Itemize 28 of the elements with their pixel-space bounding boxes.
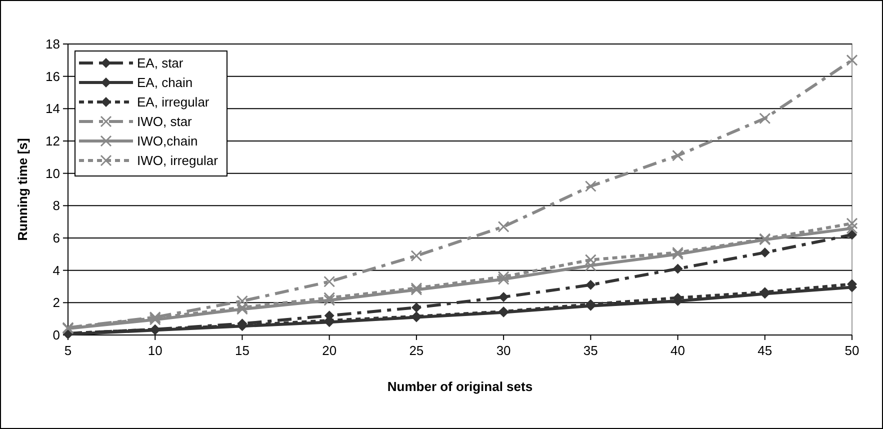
x-tick-label: 15 — [234, 343, 250, 358]
y-tick-label: 0 — [52, 328, 60, 343]
y-tick-label: 16 — [46, 68, 60, 84]
legend-label: EA, irregular — [137, 94, 210, 110]
y-tick-label: 10 — [46, 166, 60, 181]
legend-label: IWO, irregular — [137, 153, 219, 168]
y-tick-label: 14 — [46, 101, 60, 116]
x-axis-title: Number of original sets — [387, 379, 533, 394]
x-tick-label: 20 — [322, 343, 337, 358]
legend-label: EA, star — [137, 56, 184, 71]
x-tick-label: 35 — [583, 343, 598, 358]
y-tick-label: 2 — [52, 295, 60, 310]
x-tick-label: 5 — [64, 343, 72, 358]
legend-label: IWO,chain — [137, 134, 198, 149]
legend-label: EA, chain — [137, 75, 193, 90]
x-tick-label: 45 — [758, 343, 772, 358]
y-tick-label: 12 — [46, 134, 60, 149]
x-tick-label: 25 — [409, 343, 424, 358]
x-tick-label: 50 — [844, 343, 860, 358]
y-tick-label: 18 — [46, 36, 60, 52]
y-axis-title: Running time [s] — [15, 138, 30, 241]
x-tick-label: 40 — [670, 343, 686, 358]
y-tick-label: 6 — [52, 230, 60, 246]
x-tick-label: 30 — [496, 343, 511, 358]
x-tick-label: 10 — [148, 343, 162, 358]
y-tick-label: 4 — [52, 262, 60, 278]
legend-label: IWO, star — [137, 114, 193, 130]
y-tick-label: 8 — [52, 198, 60, 214]
